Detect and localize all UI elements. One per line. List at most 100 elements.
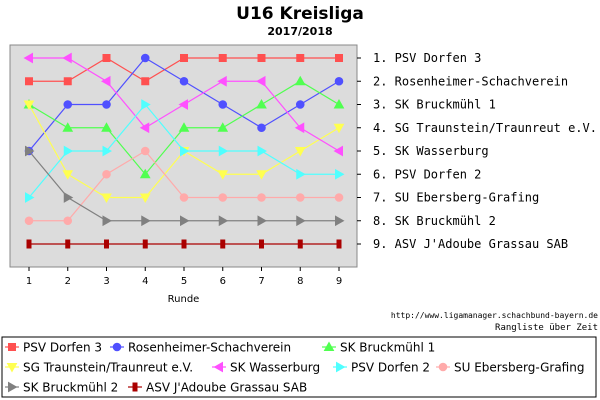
x-tick-label: 5 — [181, 276, 187, 287]
series-6 — [25, 99, 345, 203]
legend-item: ASV J'Adoube Grassau SAB — [128, 381, 307, 395]
data-point — [63, 77, 72, 86]
data-point — [63, 100, 73, 109]
legend-label: Rosenheimer-Schachverein — [128, 341, 291, 355]
data-point — [102, 54, 111, 62]
data-point — [296, 215, 306, 227]
data-point — [139, 193, 151, 204]
x-tick-label: 3 — [103, 276, 109, 287]
legend-label: SU Ebersberg-Grafing — [454, 361, 584, 375]
data-point — [217, 75, 227, 87]
data-point — [336, 239, 342, 249]
legend-label: SK Wasserburg — [230, 361, 320, 375]
legend-item: PSV Dorfen 2 — [333, 361, 430, 375]
data-point — [141, 99, 151, 110]
legend-marker — [438, 362, 448, 372]
chart-subtitle: 2017/2018 — [267, 25, 332, 38]
rank-label: 6. PSV Dorfen 2 — [373, 167, 481, 181]
legend-marker — [8, 381, 18, 393]
data-point — [141, 77, 150, 86]
data-point — [334, 193, 344, 202]
data-point — [257, 145, 268, 157]
data-point — [220, 239, 226, 249]
data-point — [333, 145, 343, 157]
data-point — [218, 215, 229, 227]
legend-item: SU Ebersberg-Grafing — [436, 361, 584, 375]
data-point — [26, 239, 32, 249]
legend-marker — [132, 382, 138, 392]
rank-label: 7. SU Ebersberg-Grafing — [373, 191, 539, 205]
data-point — [141, 215, 151, 227]
chart-caption: Rangliste über Zeit — [495, 323, 598, 333]
x-axis-label: Runde — [168, 294, 200, 305]
x-tick-label: 7 — [258, 276, 264, 287]
rank-label: 8. SK Bruckmühl 2 — [373, 214, 496, 228]
series-9 — [26, 239, 342, 249]
data-point — [335, 54, 343, 62]
legend: PSV Dorfen 3 Rosenheimer-Schachverein SK B… — [5, 341, 584, 395]
rank-label: 5. SK Wasserburg — [373, 144, 489, 158]
data-point — [257, 215, 268, 227]
data-point — [23, 52, 33, 64]
data-point — [142, 239, 148, 249]
legend-item: Rosenheimer-Schachverein — [110, 341, 291, 355]
data-point — [62, 122, 74, 132]
data-point — [24, 216, 34, 226]
data-point — [295, 193, 305, 202]
data-point — [257, 193, 266, 202]
data-point — [218, 100, 228, 109]
data-point — [139, 122, 150, 134]
data-point — [257, 54, 266, 62]
legend-item: SK Wasserburg — [212, 361, 320, 375]
data-point — [295, 100, 305, 109]
data-point — [218, 145, 229, 157]
series-8 — [25, 145, 345, 227]
data-point — [296, 54, 305, 62]
data-point — [140, 146, 150, 156]
data-point — [257, 123, 266, 133]
data-point — [335, 215, 345, 227]
series-1 — [25, 54, 343, 86]
data-point — [217, 122, 229, 132]
x-tick-label: 9 — [336, 276, 342, 287]
data-point — [334, 76, 344, 86]
data-point — [25, 145, 35, 157]
rank-label: 9. ASV J'Adoube Grassau SAB — [373, 237, 568, 251]
x-axis: 1 2 3 4 5 6 7 8 9 — [26, 267, 342, 287]
data-point — [294, 147, 306, 157]
legend-marker — [6, 363, 18, 373]
data-point — [218, 193, 228, 202]
legend-marker — [323, 341, 335, 351]
legend-marker — [8, 343, 16, 351]
legend-marker — [336, 361, 346, 373]
data-point — [180, 215, 190, 227]
data-point — [180, 145, 190, 157]
legend-label: PSV Dorfen 2 — [351, 361, 430, 375]
series-layer — [23, 52, 345, 249]
data-point — [102, 215, 113, 227]
data-point — [335, 168, 345, 180]
x-tick-label: 6 — [220, 276, 226, 287]
legend-marker — [112, 342, 122, 352]
legend-box — [1, 336, 597, 398]
legend-label: SK Bruckmühl 1 — [340, 341, 435, 355]
data-point — [255, 75, 266, 87]
data-point — [294, 122, 305, 134]
legend-label: ASV J'Adoube Grassau SAB — [146, 381, 307, 395]
data-point — [63, 145, 74, 157]
data-point — [104, 239, 109, 249]
data-point — [179, 193, 189, 202]
legend-marker — [213, 361, 223, 373]
x-tick-label: 8 — [297, 276, 303, 287]
legend-item: PSV Dorfen 3 — [5, 341, 102, 355]
legend-item: SK Bruckmühl 2 — [5, 381, 118, 395]
rank-label: 3. SK Bruckmühl 1 — [373, 98, 496, 112]
data-point — [63, 216, 73, 226]
data-point — [140, 53, 150, 63]
data-point — [63, 192, 74, 203]
data-point — [102, 145, 113, 157]
rank-label: 2. Rosenheimer-Schachverein — [373, 74, 568, 88]
x-tick-label: 2 — [65, 276, 71, 287]
data-point — [102, 100, 111, 109]
